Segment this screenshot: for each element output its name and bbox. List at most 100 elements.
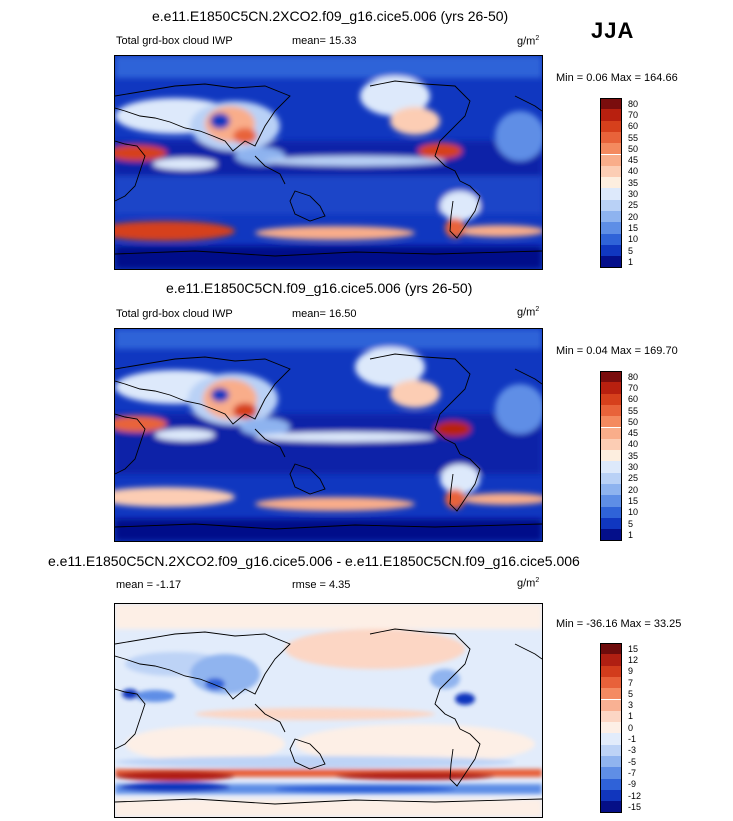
colorbar-swatch — [600, 495, 622, 507]
colorbar-swatch — [600, 154, 622, 166]
colorbar-swatch — [600, 165, 622, 178]
colorbar-swatch — [600, 484, 622, 496]
colorbar-label: 50 — [628, 416, 639, 427]
colorbar-swatch — [600, 665, 622, 677]
colorbar-label: -1 — [628, 734, 637, 745]
colorbar-label: 20 — [628, 211, 639, 222]
colorbar-label: 5 — [628, 245, 634, 256]
colorbar-label: 55 — [628, 405, 639, 416]
panel2-units: g/m2 — [517, 306, 540, 319]
panel3-map — [114, 603, 543, 818]
colorbar-swatch — [600, 427, 622, 439]
colorbar-label: 5 — [628, 518, 634, 529]
colorbar-swatch — [600, 699, 622, 711]
colorbar-swatch — [600, 211, 622, 223]
colorbar-swatch — [600, 756, 622, 768]
colorbar-label: 45 — [628, 428, 639, 439]
colorbar-swatch — [600, 177, 622, 189]
colorbar-swatch — [600, 382, 622, 394]
colorbar-label: 40 — [628, 439, 639, 450]
colorbar-swatch — [600, 109, 622, 121]
colorbar-label: -5 — [628, 756, 637, 767]
colorbar-swatch — [600, 676, 622, 689]
colorbar-label: 25 — [628, 473, 639, 484]
colorbar-label: 45 — [628, 155, 639, 166]
colorbar-swatch — [600, 371, 622, 383]
panel3-minmax: Min = -36.16 Max = 33.25 — [556, 618, 682, 630]
colorbar-swatch — [600, 131, 622, 144]
colorbar-label: 20 — [628, 484, 639, 495]
colorbar-label: 1 — [628, 529, 634, 540]
colorbar-label: 5 — [628, 688, 634, 699]
panel1-title: e.e11.E1850C5CN.2XCO2.f09_g16.cice5.006 … — [152, 8, 509, 24]
colorbar-swatch — [600, 450, 622, 462]
colorbar-swatch — [600, 722, 622, 734]
panel2-mean: mean= 16.50 — [292, 308, 357, 320]
colorbar-label: 15 — [628, 495, 639, 506]
colorbar-swatch — [600, 643, 622, 655]
colorbar-label: -12 — [628, 790, 642, 801]
panel1-variable: Total grd-box cloud IWP — [116, 35, 233, 47]
colorbar-label: 50 — [628, 143, 639, 154]
panel1-units: g/m2 — [517, 35, 540, 48]
panel3-units: g/m2 — [517, 577, 540, 590]
colorbar-swatch — [600, 778, 622, 790]
panel3-map-field — [115, 604, 542, 817]
colorbar-label: 1 — [628, 256, 634, 267]
colorbar-swatch — [600, 199, 622, 211]
colorbar-swatch — [600, 438, 622, 451]
colorbar-label: -3 — [628, 745, 637, 756]
colorbar-swatch — [600, 244, 622, 257]
colorbar-label: 30 — [628, 189, 639, 200]
colorbar-label: 10 — [628, 507, 639, 518]
panel2-variable: Total grd-box cloud IWP — [116, 308, 233, 320]
colorbar-label: -15 — [628, 801, 642, 812]
colorbar-label: 10 — [628, 234, 639, 245]
colorbar-label: 0 — [628, 722, 634, 733]
panel3-mean: mean = -1.17 — [116, 579, 182, 591]
colorbar-label: 7 — [628, 677, 634, 688]
colorbar-swatch — [600, 461, 622, 473]
colorbar-label: 80 — [628, 98, 639, 109]
colorbar-swatch — [600, 98, 622, 110]
colorbar-swatch — [600, 789, 622, 802]
panel3-rmse: rmse = 4.35 — [292, 579, 351, 591]
colorbar-label: -9 — [628, 779, 637, 790]
colorbar-label: 30 — [628, 462, 639, 473]
colorbar-swatch — [600, 120, 622, 132]
colorbar-label: 15 — [628, 643, 639, 654]
colorbar-swatch — [600, 710, 622, 723]
colorbar-swatch — [600, 472, 622, 484]
colorbar-label: 60 — [628, 121, 639, 132]
colorbar-label: 3 — [628, 700, 634, 711]
colorbar-swatch — [600, 733, 622, 745]
season-label: JJA — [591, 18, 635, 43]
panel2-minmax: Min = 0.04 Max = 169.70 — [556, 345, 678, 357]
panel2-map-field — [115, 329, 542, 541]
colorbar-swatch — [600, 529, 622, 541]
colorbar-label: 25 — [628, 200, 639, 211]
panel2-map — [114, 328, 543, 542]
colorbar-label: -7 — [628, 767, 637, 778]
colorbar-label: 1 — [628, 711, 634, 722]
panel1-minmax: Min = 0.06 Max = 164.66 — [556, 72, 678, 84]
colorbar-label: 80 — [628, 371, 639, 382]
colorbar-swatch — [600, 404, 622, 417]
panel2-title: e.e11.E1850C5CN.f09_g16.cice5.006 (yrs 2… — [166, 280, 473, 296]
colorbar-swatch — [600, 393, 622, 405]
colorbar-label: 35 — [628, 177, 639, 188]
colorbar-label: 70 — [628, 109, 639, 120]
panel1-mean: mean= 15.33 — [292, 35, 357, 47]
colorbar-swatch — [600, 767, 622, 779]
colorbar-swatch — [600, 744, 622, 756]
colorbar-swatch — [600, 222, 622, 234]
colorbar-swatch — [600, 416, 622, 428]
colorbar-label: 35 — [628, 450, 639, 461]
colorbar-swatch — [600, 801, 622, 813]
colorbar-swatch — [600, 688, 622, 700]
colorbar-swatch — [600, 654, 622, 666]
colorbar-label: 15 — [628, 222, 639, 233]
colorbar-label: 40 — [628, 166, 639, 177]
colorbar-label: 12 — [628, 654, 639, 665]
colorbar-swatch — [600, 517, 622, 530]
